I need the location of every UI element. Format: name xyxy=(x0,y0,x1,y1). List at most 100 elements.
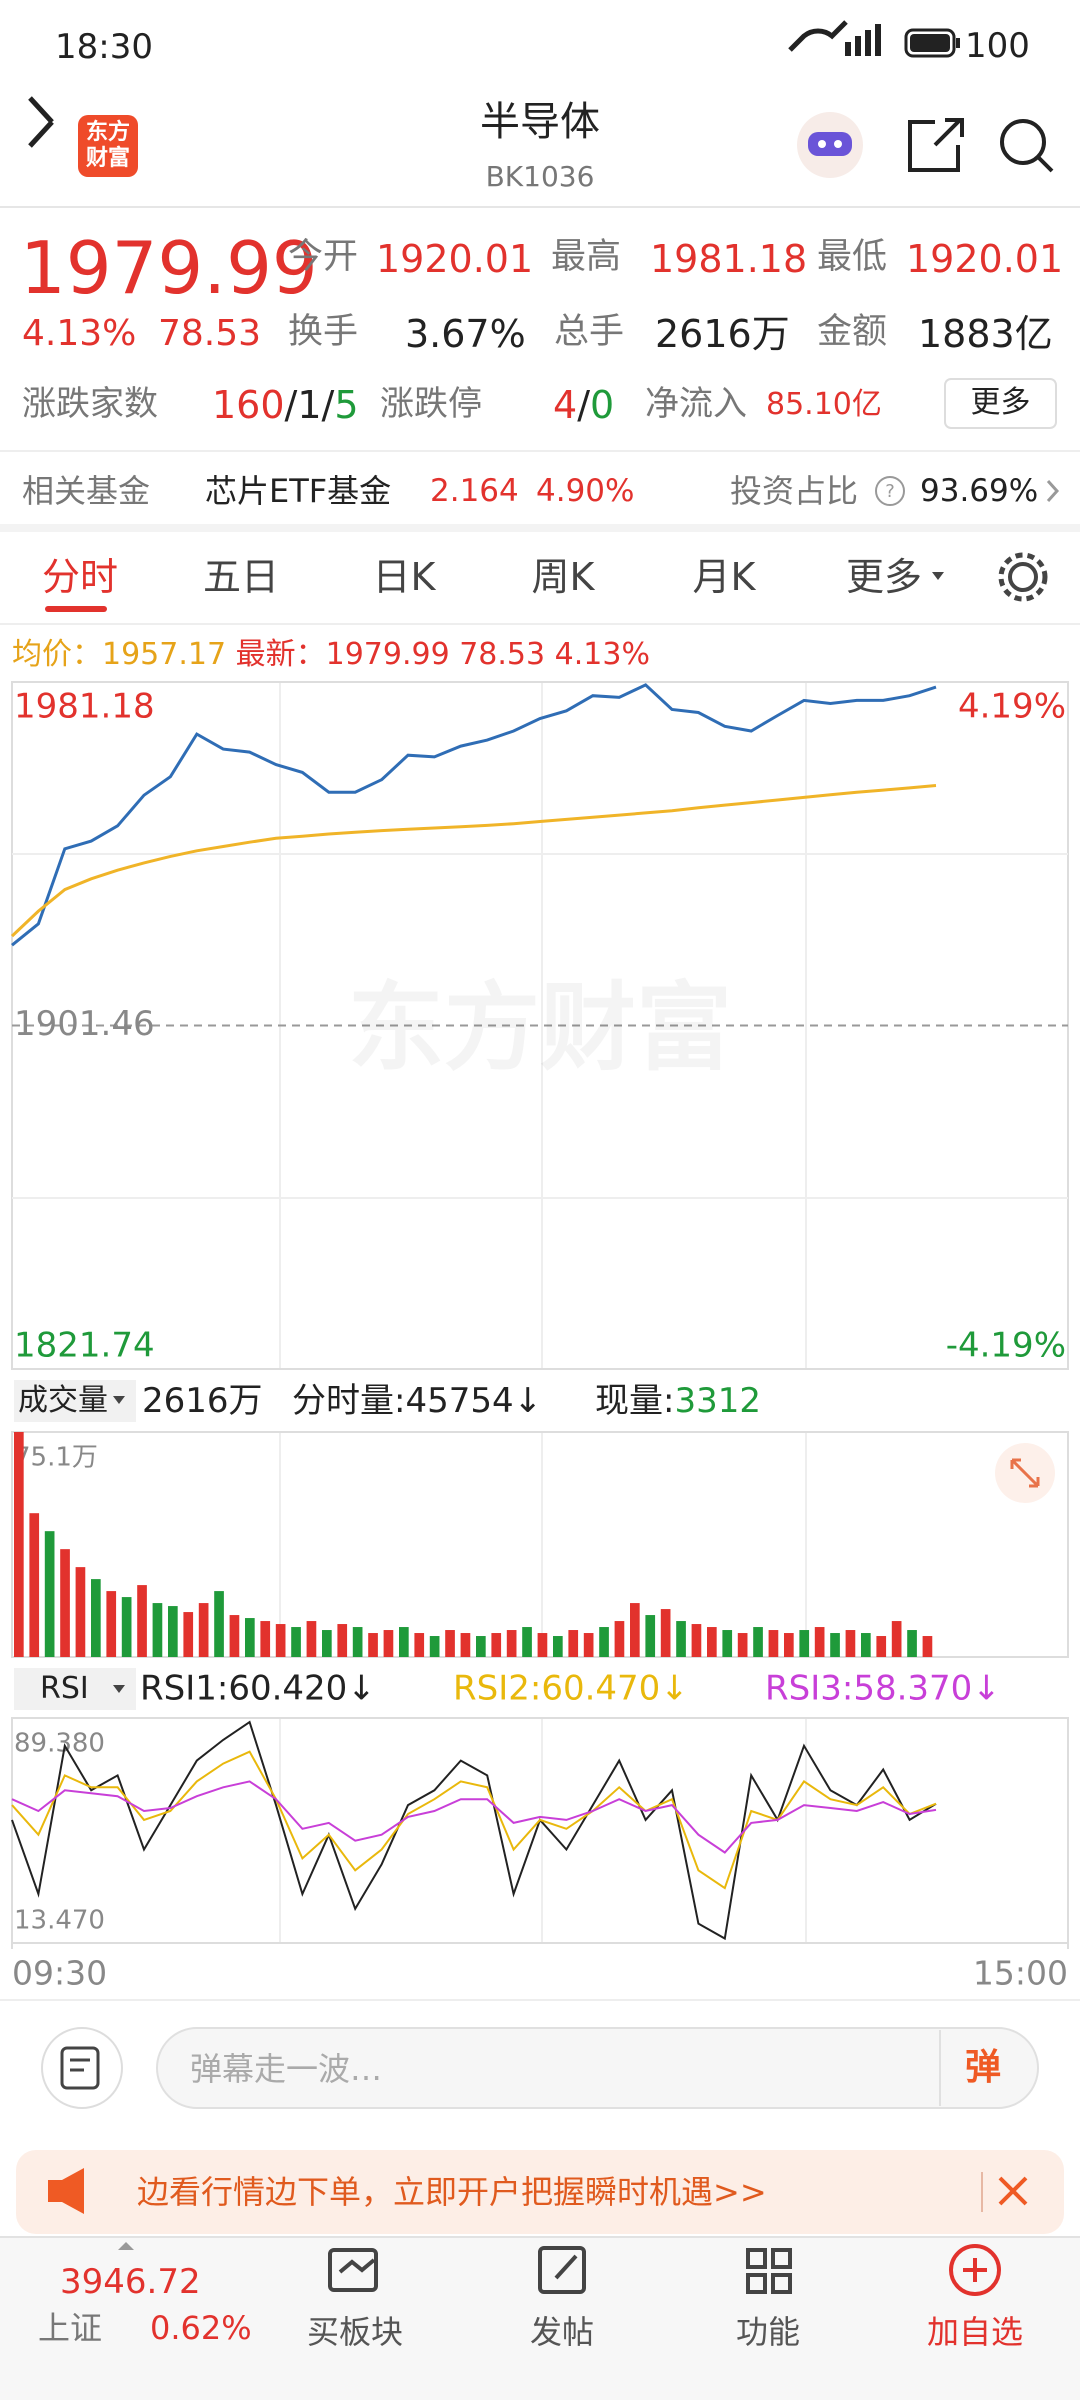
x-tick-label: 09:30 xyxy=(12,1954,107,1993)
post-icon xyxy=(538,2246,586,2294)
y-tick-label: 1821.74 xyxy=(14,1326,155,1366)
index-name[interactable]: 上证 xyxy=(38,2309,103,2347)
comment-icon[interactable] xyxy=(41,2027,123,2109)
volume-bar xyxy=(660,1609,671,1657)
field-value: 1920.01 xyxy=(376,237,534,281)
avg: 1957.17 xyxy=(102,637,227,672)
volume-bar xyxy=(506,1630,517,1657)
index-value[interactable]: 3946.72 xyxy=(60,2262,201,2302)
volume-selector[interactable] xyxy=(14,1380,136,1422)
more-button[interactable] xyxy=(944,378,1057,429)
inflow: 85.10亿 xyxy=(766,387,882,422)
ad-banner[interactable] xyxy=(16,2150,1064,2234)
x-tick-label: 15:00 xyxy=(973,1954,1068,1993)
settings-button[interactable] xyxy=(998,552,1048,602)
legend-entry: RSI3:58.370↓ xyxy=(765,1669,1001,1709)
tab[interactable]: 周K xyxy=(531,555,595,599)
dropdown-arrow xyxy=(932,572,944,580)
logo-text: 财富 xyxy=(86,146,131,171)
volume-bar xyxy=(476,1636,486,1657)
search-button[interactable] xyxy=(1000,119,1054,173)
tab[interactable]: 五日 xyxy=(202,555,279,599)
rsi-selector[interactable] xyxy=(14,1668,136,1710)
volume-bar xyxy=(614,1621,625,1657)
volume-bar xyxy=(814,1627,825,1657)
tab-indicator xyxy=(45,606,107,612)
field-label: 最低 xyxy=(817,237,888,277)
nav-item[interactable]: 发帖 xyxy=(529,2313,594,2351)
comment-placeholder[interactable]: 弹幕走一波… xyxy=(190,2050,383,2088)
board-icon xyxy=(328,2248,378,2292)
y-tick-label: 1901.46 xyxy=(14,1004,155,1044)
volume-bar xyxy=(44,1531,55,1657)
volume-bar xyxy=(922,1636,933,1657)
comment-input[interactable] xyxy=(156,2027,1039,2109)
back-button[interactable] xyxy=(28,96,54,148)
series-line xyxy=(11,1750,937,1890)
breadth: 160/1/5 xyxy=(212,386,359,424)
tools-icon xyxy=(746,2248,792,2294)
close-ad[interactable] xyxy=(998,2176,1028,2206)
field-value: 1981.18 xyxy=(650,237,808,281)
series-line xyxy=(10,784,937,938)
battery: 100 xyxy=(965,26,1030,66)
volume-bar xyxy=(645,1615,656,1657)
expand-button[interactable] xyxy=(995,1443,1055,1503)
volume-bar xyxy=(322,1630,332,1657)
tab[interactable]: 分时 xyxy=(41,555,118,599)
rsi-selector-text[interactable]: RSI xyxy=(40,1671,89,1706)
volume-bar xyxy=(583,1633,594,1657)
y-tick-label: 1981.18 xyxy=(14,687,155,727)
chevron xyxy=(1046,479,1060,503)
index-pct[interactable]: 0.62% xyxy=(150,2309,252,2347)
volume-bar xyxy=(753,1627,763,1657)
volume-selector-text[interactable]: 成交量 xyxy=(18,1383,108,1418)
share-button[interactable] xyxy=(908,118,964,172)
volume-bar xyxy=(630,1603,640,1657)
tab[interactable]: 更多 xyxy=(846,555,923,599)
volume-bar xyxy=(229,1615,240,1657)
latest-label: 最新： xyxy=(235,637,326,672)
ad-text[interactable]: 边看行情边下单，立即开户把握瞬时机遇>> xyxy=(137,2173,767,2211)
nav-item[interactable]: 加自选 xyxy=(926,2313,1023,2351)
fund-label: 相关基金 xyxy=(22,472,151,510)
field-label: 总手 xyxy=(554,312,625,352)
field-value: 1920.01 xyxy=(906,237,1064,281)
charts: 1821.74 1901.46 1981.18 -4.19% 4.19% 75.1万 13.… xyxy=(10,681,1069,1993)
volume-bar xyxy=(845,1630,856,1657)
volume-bar xyxy=(183,1612,194,1657)
status-icons xyxy=(788,20,960,58)
avatar-face xyxy=(808,132,852,156)
tab[interactable]: 月K xyxy=(692,555,756,599)
change: 78.53 xyxy=(158,313,262,354)
nav-item[interactable]: 买板块 xyxy=(306,2313,403,2351)
volume-bar xyxy=(198,1603,209,1657)
rsi-frame xyxy=(11,1717,1069,1944)
help-icon[interactable]: ? xyxy=(875,476,905,506)
clock: 18:30 xyxy=(55,27,153,67)
logo-text: 东方 xyxy=(86,120,131,145)
volume-bar xyxy=(291,1627,301,1657)
volume-bar xyxy=(445,1630,455,1657)
megaphone-icon xyxy=(48,2168,84,2214)
nav-item[interactable]: 功能 xyxy=(735,2313,800,2351)
volume-bar xyxy=(537,1633,548,1657)
volume-bar xyxy=(337,1624,348,1657)
danmaku-button[interactable]: 弹 xyxy=(965,2047,1002,2088)
current-label: 现量: xyxy=(595,1381,675,1421)
svg-text:?: ? xyxy=(885,481,895,502)
field-label: 金额 xyxy=(817,312,888,352)
volume-bar xyxy=(152,1603,163,1657)
latest-change: 78.53 xyxy=(459,637,546,672)
minute-volume: 分时量:45754↓ xyxy=(292,1381,543,1421)
field-value: 2616万 xyxy=(655,312,790,356)
more-text[interactable]: 更多 xyxy=(970,385,1031,420)
ratio: 93.69% xyxy=(920,473,1039,509)
separator: / xyxy=(577,383,590,427)
volume-bar xyxy=(168,1606,178,1657)
fund-name[interactable]: 芯片ETF基金 xyxy=(205,472,392,510)
change-pct: 4.13% xyxy=(22,313,137,354)
avg-label: 均价： xyxy=(12,637,102,672)
tab[interactable]: 日K xyxy=(372,555,436,599)
volume-bar xyxy=(106,1591,117,1657)
